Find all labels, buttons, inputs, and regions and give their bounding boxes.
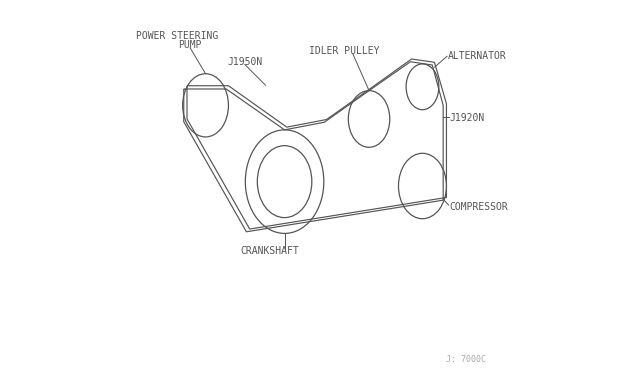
Text: PUMP: PUMP [179, 41, 202, 50]
Text: J1950N: J1950N [227, 57, 262, 67]
Text: ALTERNATOR: ALTERNATOR [448, 51, 507, 61]
Text: COMPRESSOR: COMPRESSOR [450, 202, 508, 212]
Text: POWER STEERING: POWER STEERING [136, 31, 218, 41]
Text: J1920N: J1920N [450, 113, 485, 123]
Text: J: 7000C: J: 7000C [446, 355, 486, 364]
Text: IDLER PULLEY: IDLER PULLEY [309, 46, 380, 56]
Text: CRANKSHAFT: CRANKSHAFT [241, 246, 300, 256]
